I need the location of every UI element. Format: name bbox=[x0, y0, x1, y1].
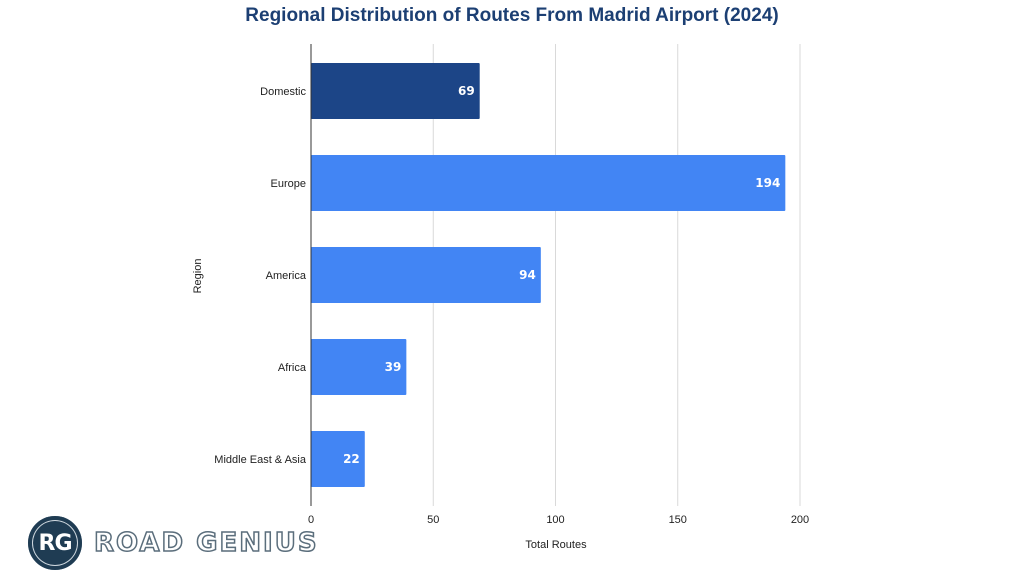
y-category-label: America bbox=[266, 270, 307, 282]
y-category-label: Europe bbox=[271, 178, 306, 190]
x-tick-label: 200 bbox=[791, 514, 809, 526]
x-tick-label: 150 bbox=[669, 514, 687, 526]
data-label: 39 bbox=[385, 360, 402, 374]
x-tick-label: 0 bbox=[308, 514, 314, 526]
road-genius-logo: RG ROAD GENIUS bbox=[28, 516, 319, 570]
bar bbox=[311, 339, 407, 395]
y-category-label: Middle East & Asia bbox=[214, 454, 307, 466]
bar bbox=[311, 431, 365, 487]
bar bbox=[311, 155, 786, 211]
x-tick-label: 100 bbox=[546, 514, 564, 526]
data-label: 94 bbox=[519, 268, 536, 282]
bar bbox=[311, 63, 480, 119]
data-label: 69 bbox=[458, 84, 475, 98]
chart-title: Regional Distribution of Routes From Mad… bbox=[245, 5, 779, 26]
x-tick-label: 50 bbox=[427, 514, 439, 526]
x-axis-title: Total Routes bbox=[525, 539, 587, 551]
logo-text: ROAD GENIUS bbox=[93, 527, 319, 559]
bar bbox=[311, 247, 541, 303]
y-category-label: Domestic bbox=[260, 86, 306, 98]
logo-initials: RG bbox=[38, 530, 73, 556]
data-label: 22 bbox=[343, 452, 360, 466]
data-label: 194 bbox=[755, 176, 780, 190]
logo-badge-icon: RG bbox=[28, 516, 82, 570]
y-category-label: Africa bbox=[278, 362, 307, 374]
y-axis-title: Region bbox=[192, 259, 204, 294]
